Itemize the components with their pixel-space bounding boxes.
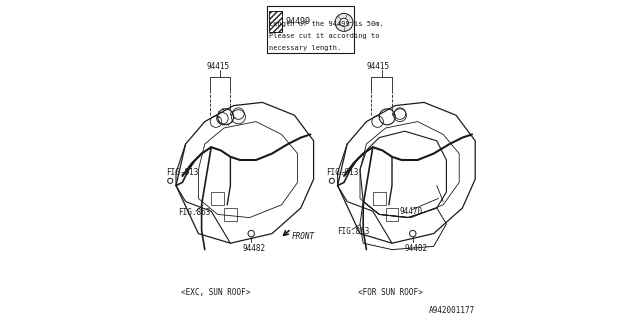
Text: FIG.813: FIG.813 — [166, 168, 199, 177]
Circle shape — [335, 13, 353, 31]
Text: Please cut it according to: Please cut it according to — [269, 33, 380, 39]
Bar — [268, 6, 353, 53]
Circle shape — [248, 230, 254, 237]
Text: 94470: 94470 — [400, 207, 423, 216]
Text: 94482: 94482 — [404, 244, 428, 253]
Text: FIG.863: FIG.863 — [338, 227, 370, 236]
Circle shape — [330, 178, 335, 183]
Text: 94415: 94415 — [206, 62, 230, 71]
Text: <FOR SUN ROOF>: <FOR SUN ROOF> — [358, 288, 423, 297]
Text: 94415: 94415 — [366, 62, 390, 71]
Text: 94499: 94499 — [285, 17, 310, 26]
Bar — [269, 11, 282, 32]
Text: FIG.813: FIG.813 — [326, 168, 359, 177]
Circle shape — [410, 230, 416, 237]
Circle shape — [168, 178, 173, 183]
Text: A942001177: A942001177 — [429, 306, 475, 315]
Text: 94482: 94482 — [243, 244, 266, 253]
Text: <EXC, SUN ROOF>: <EXC, SUN ROOF> — [181, 288, 251, 297]
Circle shape — [340, 18, 348, 27]
Text: necessary length.: necessary length. — [269, 45, 342, 51]
Text: Length of the 94499 is 50m.: Length of the 94499 is 50m. — [269, 21, 384, 27]
Text: FIG.863: FIG.863 — [179, 208, 211, 217]
Text: FRONT: FRONT — [291, 232, 314, 241]
